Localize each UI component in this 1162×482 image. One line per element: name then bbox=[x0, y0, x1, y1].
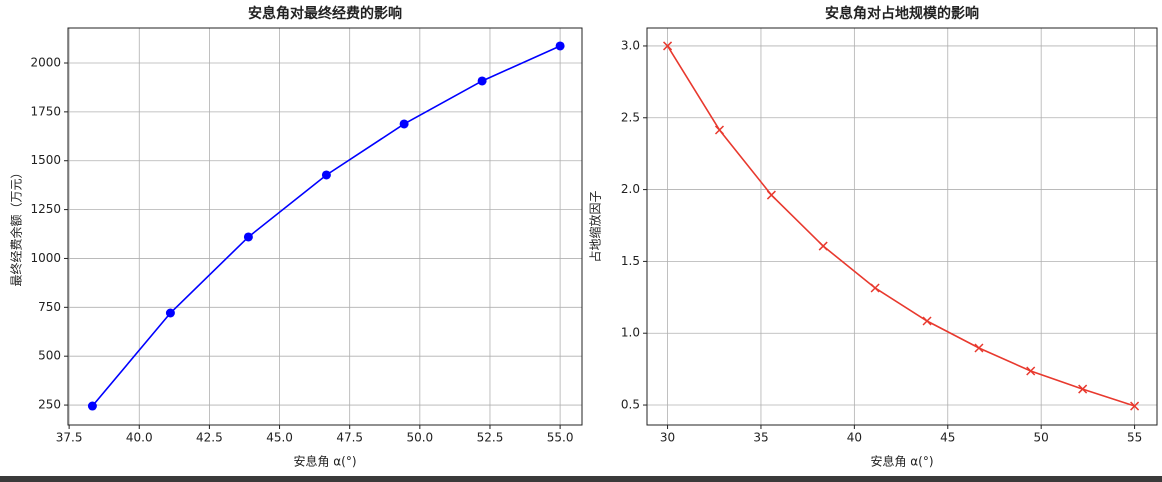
marker bbox=[1130, 401, 1140, 411]
marker bbox=[243, 232, 253, 242]
marker bbox=[165, 308, 175, 318]
marker bbox=[974, 343, 984, 353]
x-tick-label: 55.0 bbox=[547, 431, 574, 445]
x-tick-label: 40.0 bbox=[126, 431, 153, 445]
marker bbox=[1078, 384, 1088, 394]
y-tick-label: 1750 bbox=[30, 104, 61, 118]
marker bbox=[818, 241, 828, 251]
x-axis-label: 安息角 α(°) bbox=[293, 454, 356, 469]
marker bbox=[399, 119, 409, 129]
y-tick-label: 2.5 bbox=[621, 110, 640, 124]
marker bbox=[321, 170, 331, 180]
y-tick-label: 2.0 bbox=[621, 182, 640, 196]
chart-title: 安息角对占地规模的影响 bbox=[825, 5, 979, 22]
marker bbox=[87, 401, 97, 411]
chart-title: 安息角对最终经费的影响 bbox=[248, 5, 402, 22]
x-tick-label: 50.0 bbox=[406, 431, 433, 445]
y-axis-label: 最终经费余额（万元） bbox=[9, 166, 24, 286]
y-tick-label: 1500 bbox=[30, 153, 61, 167]
y-tick-label: 3.0 bbox=[621, 38, 640, 52]
x-tick-label: 47.5 bbox=[336, 431, 363, 445]
y-tick-label: 1.5 bbox=[621, 254, 640, 268]
y-tick-label: 0.5 bbox=[621, 398, 640, 412]
y-axis-label: 占地缩放因子 bbox=[588, 190, 603, 262]
marker bbox=[477, 76, 487, 86]
y-tick-label: 1000 bbox=[30, 251, 61, 265]
x-tick-label: 52.5 bbox=[477, 431, 504, 445]
x-tick-label: 30 bbox=[660, 431, 675, 445]
x-tick-label: 35 bbox=[753, 431, 768, 445]
y-tick-label: 750 bbox=[38, 300, 61, 314]
marker bbox=[1026, 366, 1036, 376]
marker bbox=[870, 283, 880, 293]
x-tick-label: 37.5 bbox=[56, 431, 83, 445]
x-tick-label: 45 bbox=[940, 431, 955, 445]
y-tick-label: 250 bbox=[38, 398, 61, 412]
line bbox=[666, 45, 1135, 407]
marker bbox=[766, 190, 776, 200]
plot-frame bbox=[646, 27, 1158, 426]
x-tick-label: 50 bbox=[1034, 431, 1049, 445]
x-axis-label: 安息角 α(°) bbox=[870, 454, 933, 469]
y-tick-label: 1250 bbox=[30, 202, 61, 216]
x-tick-label: 55 bbox=[1127, 431, 1142, 445]
marker bbox=[663, 41, 673, 51]
y-tick-label: 2000 bbox=[30, 55, 61, 69]
marker bbox=[714, 125, 725, 135]
x-tick-label: 45.0 bbox=[266, 431, 293, 445]
marker bbox=[555, 41, 565, 51]
marker bbox=[922, 316, 932, 326]
y-tick-label: 1.0 bbox=[621, 326, 640, 340]
bottom-bar bbox=[0, 476, 1162, 482]
plot-frame bbox=[67, 27, 583, 426]
y-tick-label: 500 bbox=[38, 349, 61, 363]
x-tick-label: 40 bbox=[847, 431, 862, 445]
x-tick-label: 42.5 bbox=[196, 431, 223, 445]
